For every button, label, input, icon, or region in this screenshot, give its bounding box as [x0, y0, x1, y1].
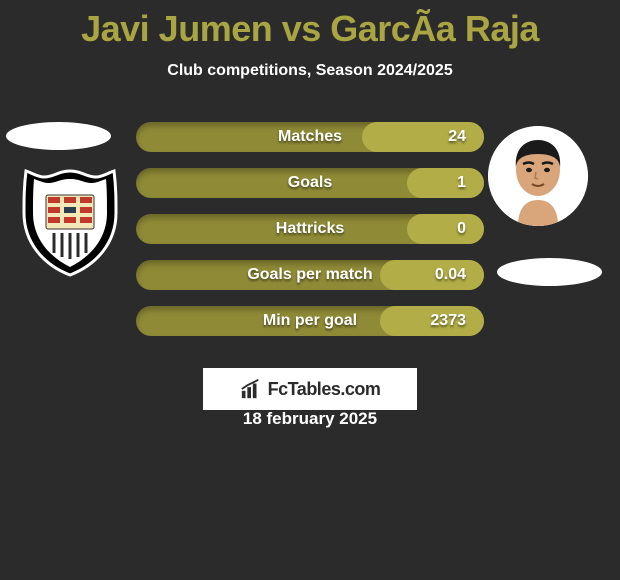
- left-club-crest: [16, 165, 124, 277]
- stat-bar: Min per goal 2373: [136, 306, 484, 336]
- right-player-avatar: [488, 126, 588, 226]
- stat-bar-fill: [380, 260, 484, 290]
- subtitle: Club competitions, Season 2024/2025: [0, 62, 620, 80]
- date-text: 18 february 2025: [0, 409, 620, 429]
- stat-bar-label: Matches: [278, 128, 342, 146]
- stat-bars: Matches 24 Goals 1 Hattricks 0 Goals per match…: [136, 122, 484, 352]
- stat-bar-value: 24: [448, 128, 466, 146]
- placeholder-oval-left: [6, 122, 111, 150]
- bar-chart-icon: [240, 378, 262, 400]
- stat-bar: Matches 24: [136, 122, 484, 152]
- stat-bar-label: Hattricks: [276, 220, 344, 238]
- stat-bar-fill: [407, 168, 484, 198]
- stat-bar-value: 0.04: [435, 266, 466, 284]
- stat-bar-value: 0: [457, 220, 466, 238]
- stat-bar: Goals per match 0.04: [136, 260, 484, 290]
- stat-bar: Goals 1: [136, 168, 484, 198]
- page-title: Javi Jumen vs GarcÃ­a Raja: [0, 0, 620, 50]
- stat-bar-label: Goals: [288, 174, 332, 192]
- placeholder-oval-right: [497, 258, 602, 286]
- stat-bar: Hattricks 0: [136, 214, 484, 244]
- stat-bar-fill: [407, 214, 484, 244]
- stat-bar-value: 1: [457, 174, 466, 192]
- stat-bar-value: 2373: [430, 312, 466, 330]
- brand-badge: FcTables.com: [203, 368, 417, 410]
- stat-bar-label: Goals per match: [247, 266, 372, 284]
- brand-text: FcTables.com: [268, 379, 381, 400]
- stat-bar-label: Min per goal: [263, 312, 357, 330]
